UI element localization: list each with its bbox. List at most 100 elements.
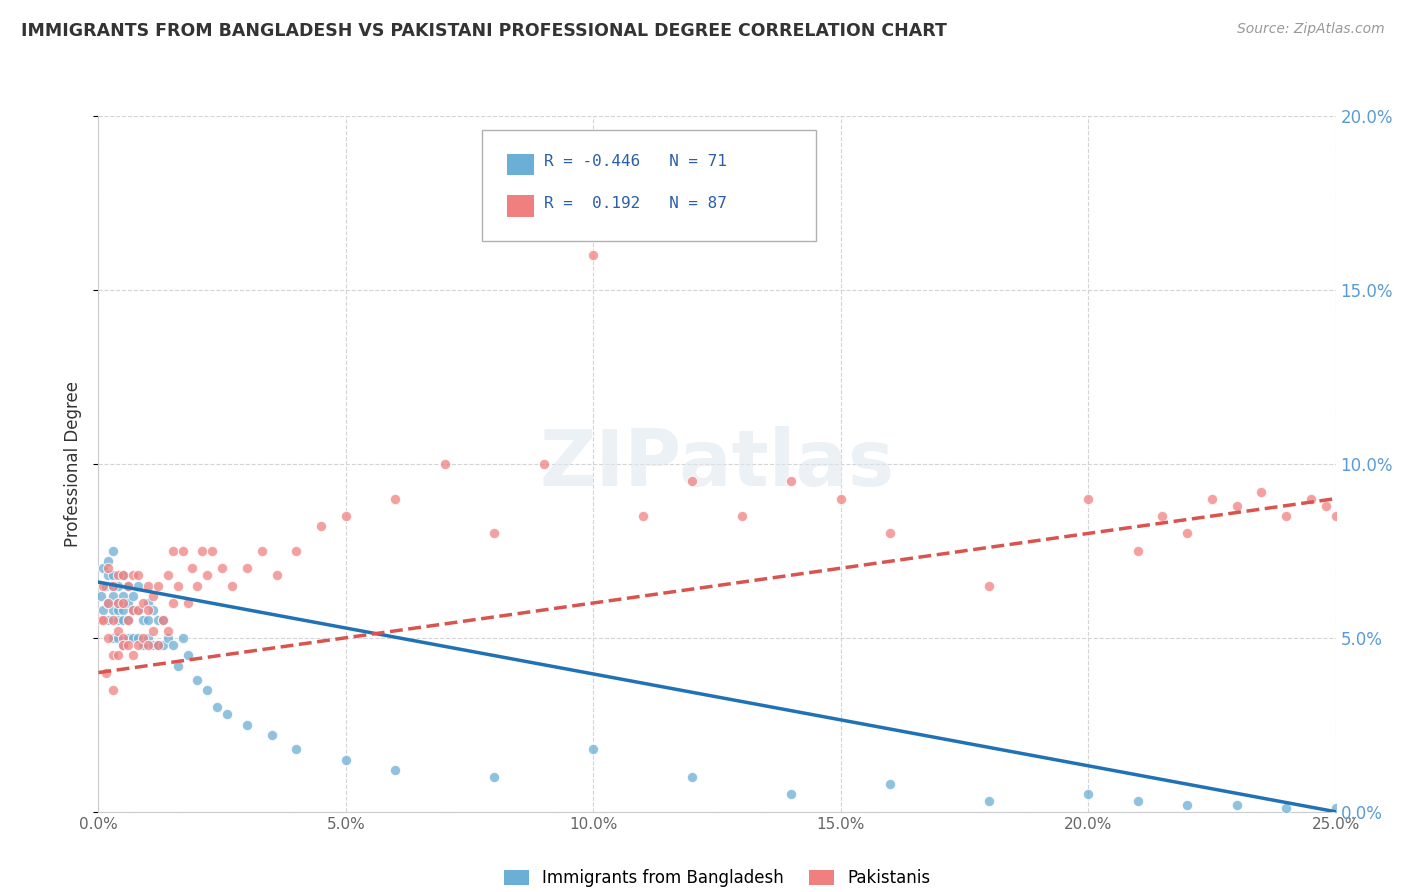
Point <box>107 624 129 638</box>
Point <box>335 508 357 523</box>
Point <box>97 596 120 610</box>
Point <box>122 568 145 582</box>
Point <box>533 457 555 471</box>
Point <box>1275 801 1298 815</box>
Text: ZIPatlas: ZIPatlas <box>540 425 894 502</box>
Point <box>631 508 654 523</box>
FancyBboxPatch shape <box>506 195 534 217</box>
Point <box>93 603 115 617</box>
Point <box>94 665 117 680</box>
Point <box>146 638 169 652</box>
Point <box>195 683 218 698</box>
Point <box>117 596 139 610</box>
Point <box>162 596 184 610</box>
Point <box>1226 797 1249 812</box>
Point <box>90 614 112 628</box>
Point <box>1275 508 1298 523</box>
Text: Source: ZipAtlas.com: Source: ZipAtlas.com <box>1237 22 1385 37</box>
Point <box>107 578 129 592</box>
Point <box>112 614 135 628</box>
Point <box>93 561 115 575</box>
Point <box>1126 794 1149 808</box>
Point <box>136 638 159 652</box>
Point <box>205 700 228 714</box>
Point <box>309 519 332 533</box>
FancyBboxPatch shape <box>482 130 815 241</box>
Point <box>112 596 135 610</box>
Point <box>156 631 179 645</box>
Point <box>780 474 803 488</box>
Point <box>107 648 129 662</box>
Point <box>201 543 224 558</box>
Point <box>117 578 139 592</box>
Point <box>127 568 149 582</box>
Point <box>142 589 165 603</box>
Point <box>1350 499 1372 513</box>
Point <box>176 648 198 662</box>
Text: R =  0.192   N = 87: R = 0.192 N = 87 <box>544 196 727 211</box>
Point <box>1250 484 1272 499</box>
Point <box>1226 499 1249 513</box>
Point <box>146 614 169 628</box>
Point <box>97 568 120 582</box>
Point <box>236 561 259 575</box>
Point <box>181 561 204 575</box>
Text: IMMIGRANTS FROM BANGLADESH VS PAKISTANI PROFESSIONAL DEGREE CORRELATION CHART: IMMIGRANTS FROM BANGLADESH VS PAKISTANI … <box>21 22 948 40</box>
Point <box>103 631 125 645</box>
Point <box>136 631 159 645</box>
Point <box>979 794 1001 808</box>
Point <box>132 614 155 628</box>
Point <box>122 589 145 603</box>
Point <box>731 508 754 523</box>
Point <box>152 614 174 628</box>
Point <box>172 631 194 645</box>
Point <box>236 717 259 731</box>
Point <box>681 770 703 784</box>
Point <box>97 596 120 610</box>
Point <box>112 631 135 645</box>
Point <box>103 589 125 603</box>
Point <box>103 568 125 582</box>
Point <box>127 631 149 645</box>
Point <box>433 457 456 471</box>
Point <box>1364 508 1386 523</box>
Point <box>285 742 308 756</box>
Point <box>1077 788 1099 801</box>
Point <box>979 578 1001 592</box>
Point <box>117 614 139 628</box>
Point <box>112 638 135 652</box>
Point <box>127 638 149 652</box>
Point <box>582 248 605 262</box>
Point <box>166 578 188 592</box>
Point <box>1175 526 1198 541</box>
Point <box>172 543 194 558</box>
Point <box>122 603 145 617</box>
Point <box>156 568 179 582</box>
Point <box>127 603 149 617</box>
Point <box>103 603 125 617</box>
Point <box>103 683 125 698</box>
Point <box>142 638 165 652</box>
FancyBboxPatch shape <box>506 153 534 175</box>
Point <box>132 631 155 645</box>
Point <box>162 543 184 558</box>
Point <box>176 596 198 610</box>
Point <box>1175 797 1198 812</box>
Legend: Immigrants from Bangladesh, Pakistanis: Immigrants from Bangladesh, Pakistanis <box>498 863 936 892</box>
Point <box>122 631 145 645</box>
Point <box>211 561 233 575</box>
Point <box>335 753 357 767</box>
Point <box>484 770 506 784</box>
Point <box>97 554 120 568</box>
Point <box>166 658 188 673</box>
Point <box>186 578 208 592</box>
Point <box>117 631 139 645</box>
Point <box>117 614 139 628</box>
Point <box>127 603 149 617</box>
Point <box>142 624 165 638</box>
Point <box>830 491 852 506</box>
Point <box>122 648 145 662</box>
Point <box>146 578 169 592</box>
Point <box>1315 499 1337 513</box>
Point <box>1334 484 1357 499</box>
